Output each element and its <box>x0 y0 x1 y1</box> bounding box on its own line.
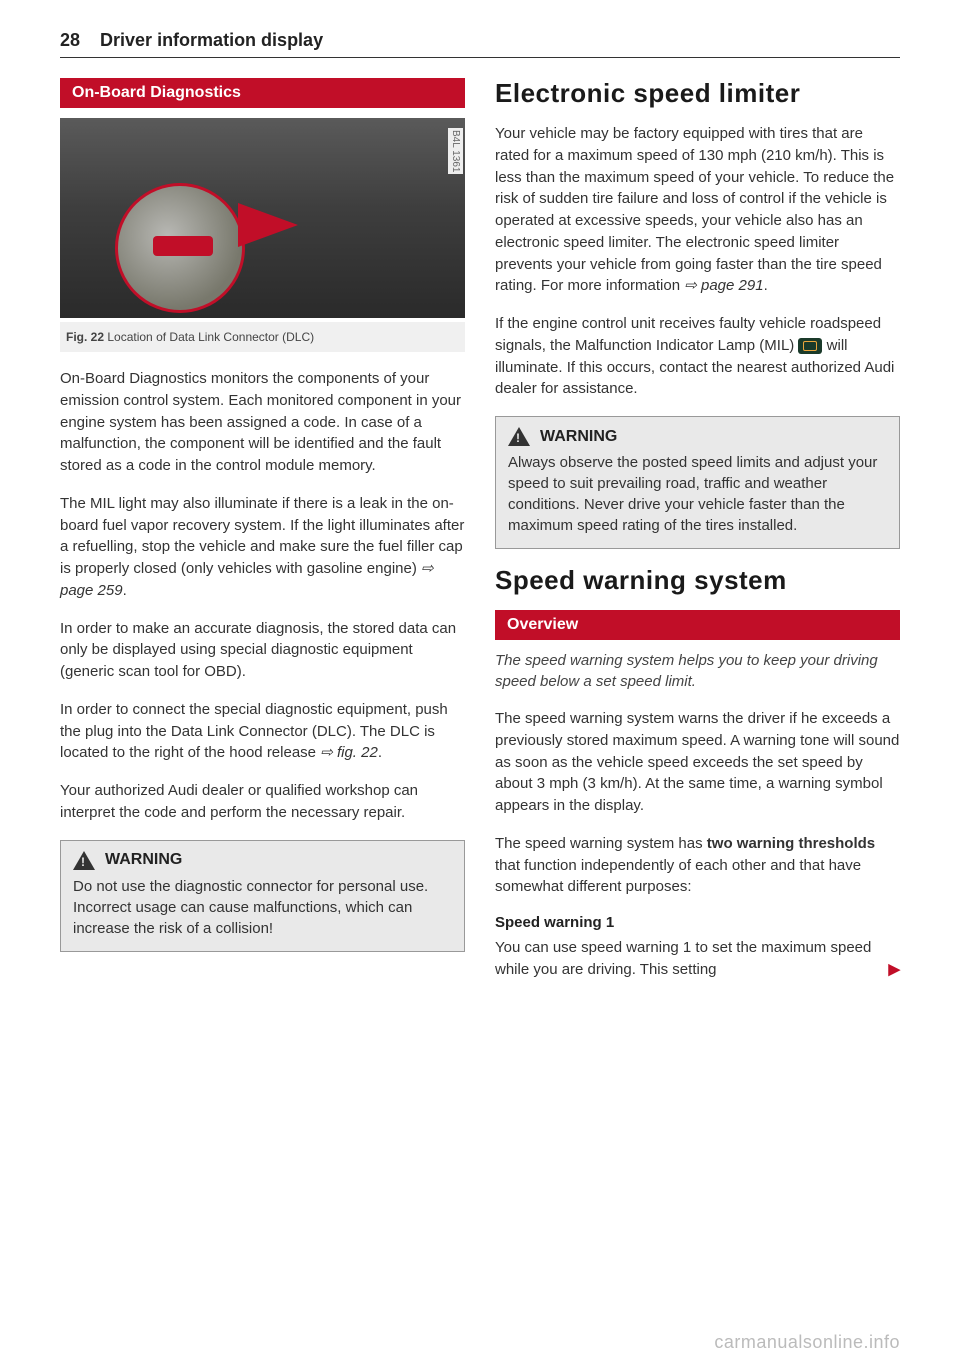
warning-title: WARNING <box>508 427 887 446</box>
warning-title: WARNING <box>73 851 452 870</box>
text-fragment: that function independently of each othe… <box>495 857 861 896</box>
dlc-port-icon <box>153 236 213 256</box>
intro-speed-warning: The speed warning system helps you to ke… <box>495 650 900 692</box>
text-fragment: . <box>764 277 768 294</box>
continuation-arrow-icon: ▶ <box>888 959 900 981</box>
figure-id-watermark: B4L 1361 <box>448 128 463 174</box>
page-title: Driver information display <box>100 30 323 51</box>
heading-speed-warning: Speed warning system <box>495 565 900 596</box>
figure-caption: Fig. 22 Location of Data Link Connector … <box>60 322 465 352</box>
paragraph-limiter-intro: Your vehicle may be factory equipped wit… <box>495 123 900 297</box>
figure-image: B4L 1361 <box>60 118 465 318</box>
paragraph-dealer: Your authorized Audi dealer or qualified… <box>60 780 465 824</box>
paragraph-warning-desc: The speed warning system warns the drive… <box>495 708 900 817</box>
paragraph-mil-light: The MIL light may also illuminate if the… <box>60 493 465 602</box>
content-columns: On-Board Diagnostics B4L 1361 Fig. 22 Lo… <box>60 78 900 997</box>
figure-number: Fig. 22 <box>66 330 104 344</box>
left-column: On-Board Diagnostics B4L 1361 Fig. 22 Lo… <box>60 78 465 997</box>
warning-triangle-icon <box>508 427 530 446</box>
heading-speed-limiter: Electronic speed limiter <box>495 78 900 109</box>
text-fragment: In order to connect the special diagnost… <box>60 701 448 762</box>
page-header: 28 Driver information display <box>60 30 900 58</box>
paragraph-diagnosis: In order to make an accurate diagnosis, … <box>60 618 465 683</box>
site-watermark: carmanualsonline.info <box>714 1332 900 1353</box>
paragraph-dlc-connect: In order to connect the special diagnost… <box>60 699 465 764</box>
warning-label: WARNING <box>540 428 617 446</box>
figure-caption-text: Location of Data Link Connector (DLC) <box>107 330 314 344</box>
warning-triangle-icon <box>73 851 95 870</box>
warning-label: WARNING <box>105 851 182 869</box>
text-fragment: Your vehicle may be factory equipped wit… <box>495 125 894 294</box>
dlc-highlight-circle <box>115 183 245 313</box>
text-fragment: . <box>378 744 382 761</box>
text-fragment: The speed warning system has <box>495 835 707 852</box>
paragraph-obd-intro: On-Board Diagnostics monitors the compon… <box>60 368 465 477</box>
paragraph-mil-fault: If the engine control unit receives faul… <box>495 313 900 400</box>
text-fragment: The MIL light may also illuminate if the… <box>60 495 464 577</box>
mil-engine-icon <box>798 338 822 354</box>
text-fragment: . <box>123 582 127 599</box>
right-column: Electronic speed limiter Your vehicle ma… <box>495 78 900 997</box>
section-header-diagnostics: On-Board Diagnostics <box>60 78 465 108</box>
callout-pointer-icon <box>238 203 298 247</box>
paragraph-thresholds: The speed warning system has two warning… <box>495 833 900 898</box>
fig-ref-22: fig. 22 <box>320 744 378 761</box>
warning-box-diagnostic: WARNING Do not use the diagnostic connec… <box>60 840 465 952</box>
section-header-overview: Overview <box>495 610 900 640</box>
bold-two-thresholds: two warning thresholds <box>707 835 875 852</box>
page-ref-291: page 291 <box>684 277 763 294</box>
paragraph-sw1: You can use speed warning 1 to set the m… <box>495 937 900 981</box>
warning-text: Do not use the diagnostic connector for … <box>73 876 452 939</box>
figure-22: B4L 1361 <box>60 118 465 318</box>
page-number: 28 <box>60 30 80 51</box>
subheading-speed-warning-1: Speed warning 1 <box>495 914 900 931</box>
text-fragment: You can use speed warning 1 to set the m… <box>495 939 871 978</box>
warning-text: Always observe the posted speed limits a… <box>508 452 887 536</box>
warning-box-speed: WARNING Always observe the posted speed … <box>495 416 900 549</box>
